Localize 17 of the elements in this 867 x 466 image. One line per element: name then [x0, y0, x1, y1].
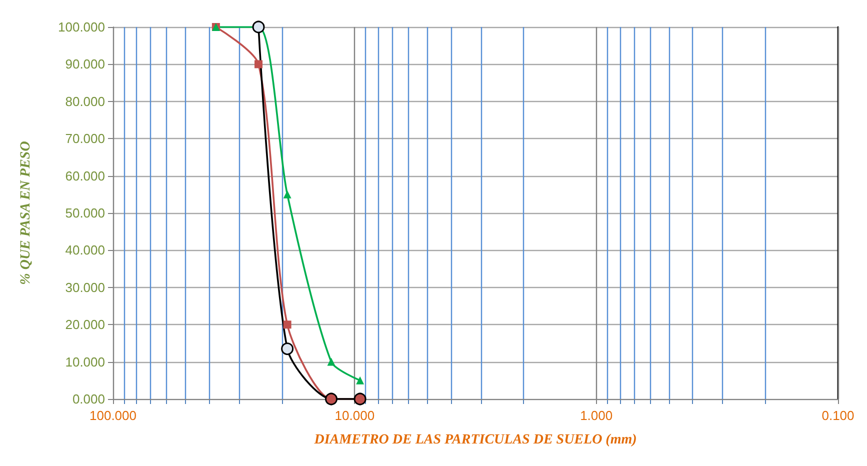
x-tick-label: 100.000 — [90, 408, 136, 423]
y-tick-label: 30.000 — [65, 280, 105, 295]
y-axis-title: % QUE PASA EN PESO — [18, 141, 34, 285]
y-tick-label: 20.000 — [65, 317, 105, 332]
y-tick-label: 10.000 — [65, 354, 105, 370]
x-axis-title: DIAMETRO DE LAS PARTICULAS DE SUELO (mm) — [313, 432, 637, 448]
y-tick-label: 100.000 — [58, 20, 105, 34]
y-tick-label: 90.000 — [65, 56, 105, 72]
x-tick-label: 1.000 — [580, 408, 613, 423]
y-tick-label: 70.000 — [65, 131, 105, 146]
y-tick-label: 80.000 — [65, 94, 105, 109]
y-tick-label: 60.000 — [65, 168, 105, 184]
y-tick-label: 0.000 — [72, 392, 105, 406]
x-tick-label: 0.100 — [822, 408, 854, 423]
y-tick-label: 50.000 — [65, 206, 105, 220]
y-tick-label: 40.000 — [65, 242, 105, 258]
x-tick-label: 10.000 — [334, 408, 375, 423]
